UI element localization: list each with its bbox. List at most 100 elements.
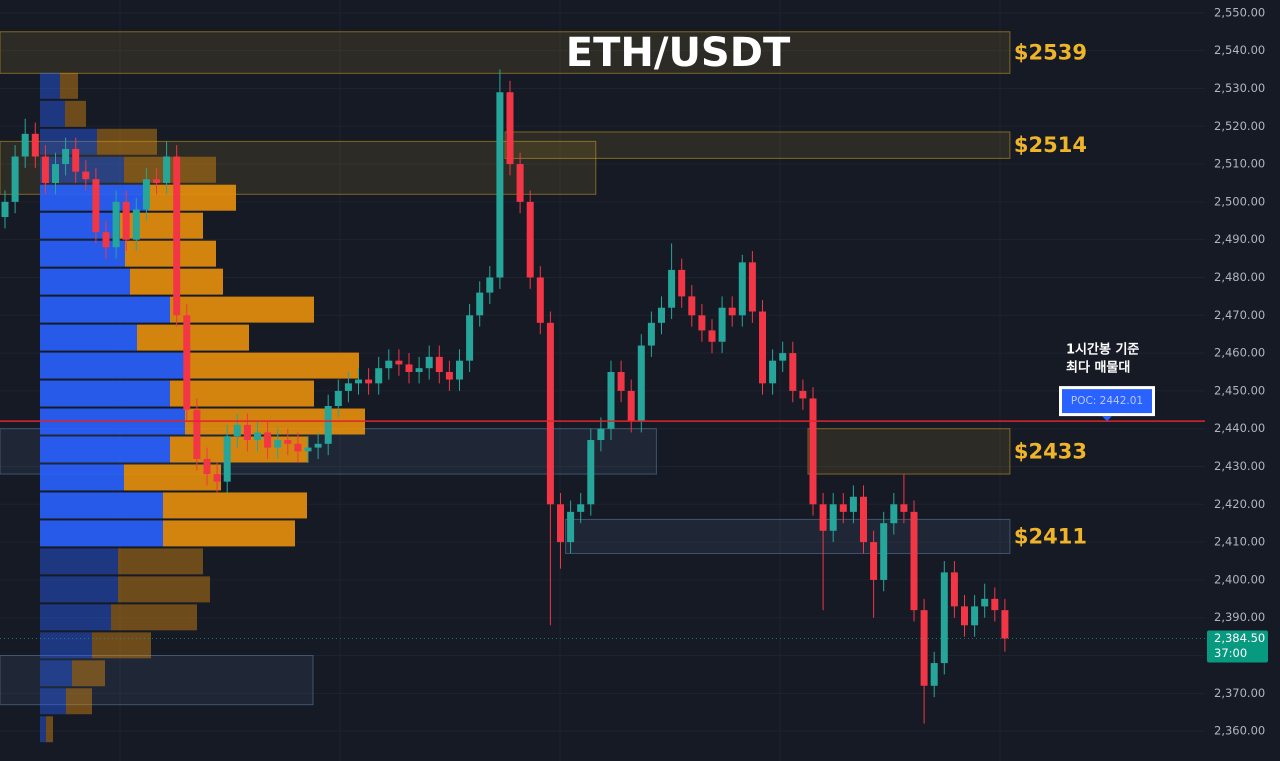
candle-body xyxy=(62,148,70,165)
candle-body xyxy=(395,360,403,365)
poc-pointer xyxy=(1102,416,1112,422)
candle-body xyxy=(880,523,888,580)
candle-body xyxy=(1,201,9,217)
candle-body xyxy=(536,277,544,323)
candle-body xyxy=(526,201,534,278)
price-axis: 2,360.002,370.002,380.002,390.002,400.00… xyxy=(1207,5,1268,738)
profile-buy xyxy=(40,240,125,267)
poc-box xyxy=(1062,389,1152,414)
candle-body xyxy=(981,598,989,607)
profile-buy xyxy=(40,436,170,463)
candle-body xyxy=(142,179,150,210)
candle-body xyxy=(425,356,433,369)
y-tick-label: 2,530.00 xyxy=(1214,81,1265,95)
candle-body xyxy=(688,296,696,316)
candle-body xyxy=(82,171,90,180)
candle-body xyxy=(546,322,554,505)
profile-sell xyxy=(65,100,86,127)
poc-note: 최다 매물대 xyxy=(1066,360,1130,376)
profile-buy xyxy=(40,324,137,351)
y-tick-label: 2,510.00 xyxy=(1214,157,1265,171)
y-tick-label: 2,500.00 xyxy=(1214,194,1265,208)
zone xyxy=(0,31,1011,74)
candles xyxy=(1,69,1009,724)
zone-label: $2411 xyxy=(1014,524,1087,548)
y-tick-label: 2,420.00 xyxy=(1214,497,1265,511)
candle-body xyxy=(849,496,857,512)
candle-body xyxy=(72,148,80,172)
profile-sell xyxy=(66,688,92,715)
candle-body xyxy=(860,496,867,543)
candle-body xyxy=(41,156,49,183)
candle-body xyxy=(435,356,443,372)
profile-buy xyxy=(40,548,118,575)
profile-buy xyxy=(40,716,46,743)
profile-sell xyxy=(97,128,157,155)
candle-body xyxy=(486,277,494,293)
y-tick-label: 2,370.00 xyxy=(1214,686,1265,700)
profile-buy xyxy=(40,520,163,547)
candle-body xyxy=(870,542,878,580)
zone-label: $2539 xyxy=(1014,41,1087,65)
y-tick-label: 2,440.00 xyxy=(1214,421,1265,435)
candle-body xyxy=(405,364,413,372)
candle-body xyxy=(1001,610,1009,639)
y-tick-label: 2,540.00 xyxy=(1214,43,1265,57)
candle-body xyxy=(789,353,797,391)
candle-body xyxy=(304,447,312,452)
grid xyxy=(0,0,1205,761)
candle-body xyxy=(355,379,362,384)
candle-body xyxy=(466,315,474,361)
zone-label: $2433 xyxy=(1014,439,1087,463)
profile-buy xyxy=(40,268,130,295)
candle-body xyxy=(617,371,625,391)
candle-body xyxy=(203,458,211,475)
y-tick-label: 2,520.00 xyxy=(1214,119,1265,133)
y-tick-label: 2,400.00 xyxy=(1214,572,1265,586)
profile-buy xyxy=(40,72,60,99)
candle-body xyxy=(334,390,342,407)
candle-body xyxy=(31,133,39,157)
candle-body xyxy=(213,474,221,482)
candle-body xyxy=(415,368,423,372)
candle-body xyxy=(385,360,393,369)
profile-sell xyxy=(170,296,314,323)
candle-body xyxy=(769,360,777,384)
candle-body xyxy=(718,307,726,342)
candle-body xyxy=(264,432,272,448)
profile-buy xyxy=(40,380,170,407)
profile-sell xyxy=(60,72,78,99)
last-price-box xyxy=(1207,630,1268,663)
y-tick-label: 2,360.00 xyxy=(1214,724,1265,738)
profile-buy xyxy=(40,100,65,127)
candle-body xyxy=(284,440,292,444)
candle-body xyxy=(819,504,827,531)
profile-sell xyxy=(120,212,203,239)
candle-body xyxy=(294,443,302,452)
candle-body xyxy=(153,179,160,183)
candle-body xyxy=(324,406,332,444)
profile-buy xyxy=(40,604,111,631)
candle-body xyxy=(900,504,908,512)
candle-body xyxy=(365,379,373,384)
candle-body xyxy=(173,156,181,316)
candle-body xyxy=(243,424,251,441)
candle-body xyxy=(910,511,918,611)
candle-body xyxy=(11,156,19,202)
profile-sell xyxy=(72,660,105,687)
zone xyxy=(0,655,314,706)
candle-body xyxy=(132,209,140,240)
y-tick-label: 2,460.00 xyxy=(1214,346,1265,360)
candle-body xyxy=(930,663,938,686)
candle-body xyxy=(678,269,686,297)
candle-body xyxy=(223,436,231,482)
y-tick-label: 2,390.00 xyxy=(1214,610,1265,624)
profile-sell xyxy=(125,240,216,267)
profile-sell xyxy=(189,352,359,379)
candle-body xyxy=(122,201,130,240)
candle-body xyxy=(102,232,110,248)
candle-body xyxy=(738,262,746,316)
candle-body xyxy=(920,610,928,686)
profile-buy xyxy=(40,296,170,323)
candle-body xyxy=(163,156,171,183)
